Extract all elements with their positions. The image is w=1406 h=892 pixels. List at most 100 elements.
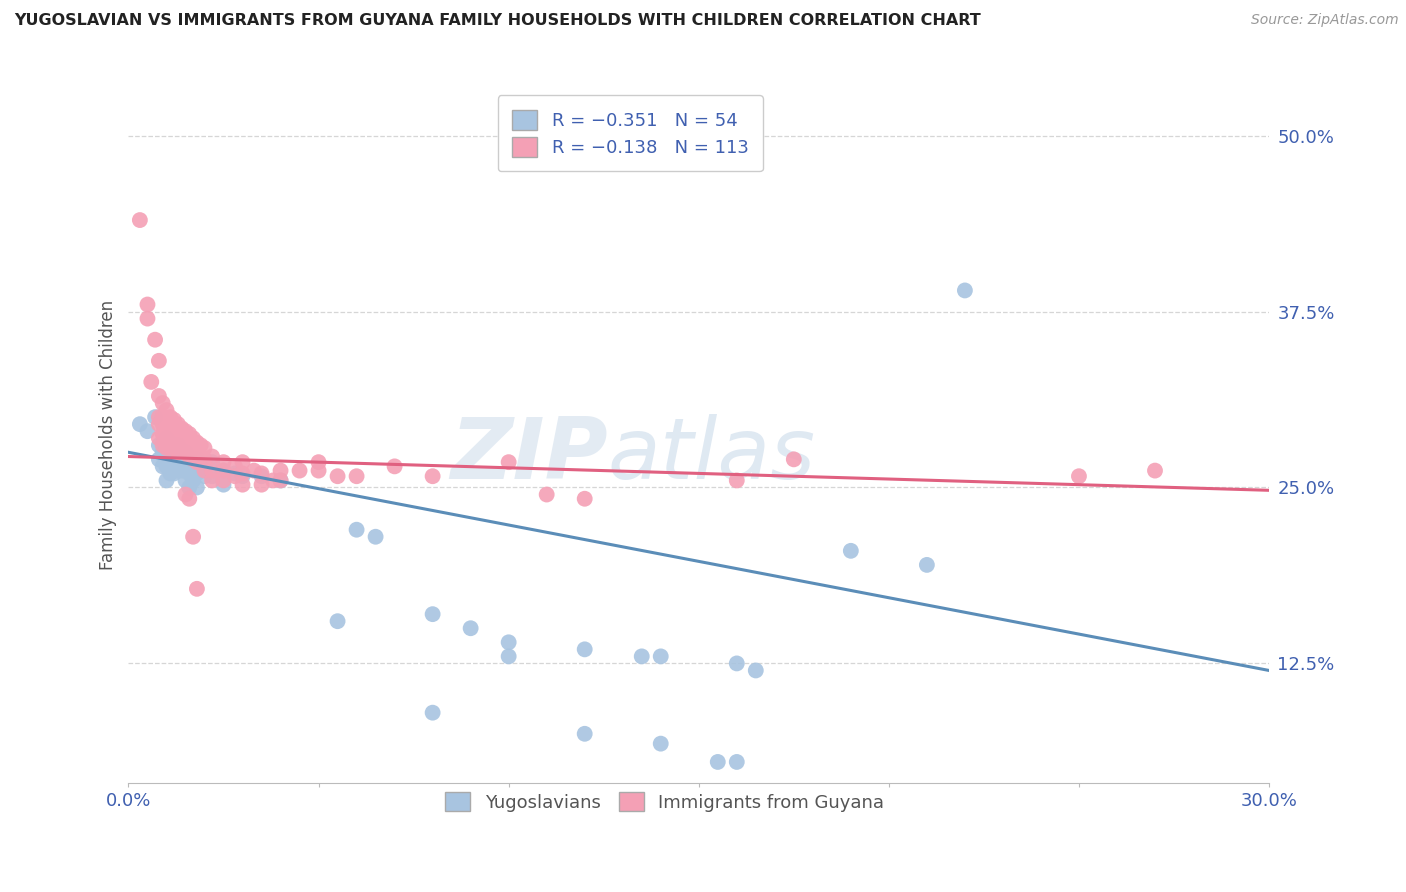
Point (250, 467, 273, 481)
Point (536, 487, 558, 501)
Point (179, 455, 201, 469)
Point (159, 438, 181, 452)
Point (148, 354, 170, 368)
Point (422, 706, 444, 720)
Point (174, 445, 197, 459)
Point (201, 464, 224, 478)
Point (136, 311, 159, 326)
Point (224, 467, 246, 481)
Point (167, 435, 190, 450)
Point (155, 431, 177, 445)
Point (231, 455, 253, 469)
Point (326, 614, 349, 628)
Point (174, 445, 197, 459)
Point (152, 417, 174, 432)
Point (148, 431, 170, 445)
Point (170, 421, 193, 435)
Point (148, 452, 170, 467)
Point (498, 649, 520, 664)
Point (650, 737, 672, 751)
Point (270, 464, 292, 478)
Point (155, 403, 177, 417)
Point (181, 474, 204, 488)
Point (170, 464, 193, 478)
Point (1143, 464, 1166, 478)
Point (170, 441, 193, 455)
Point (155, 445, 177, 459)
Point (212, 474, 235, 488)
Point (163, 445, 186, 459)
Point (167, 417, 190, 432)
Point (179, 450, 201, 464)
Point (186, 445, 208, 459)
Point (224, 459, 246, 474)
Point (163, 455, 186, 469)
Point (212, 464, 235, 478)
Point (179, 491, 201, 506)
Point (141, 375, 163, 389)
Point (186, 452, 208, 467)
Point (179, 467, 201, 481)
Point (152, 410, 174, 425)
Point (155, 459, 177, 474)
Point (364, 530, 387, 544)
Point (212, 477, 235, 491)
Point (231, 477, 253, 491)
Point (190, 438, 212, 452)
Point (179, 438, 201, 452)
Point (231, 467, 253, 481)
Point (155, 441, 177, 455)
Point (725, 474, 748, 488)
Point (174, 435, 197, 450)
Point (326, 469, 349, 483)
Point (725, 657, 748, 671)
Point (167, 445, 190, 459)
Point (707, 755, 730, 769)
Point (270, 474, 292, 488)
Point (574, 642, 596, 657)
Point (181, 530, 204, 544)
Point (346, 523, 368, 537)
Point (179, 427, 201, 442)
Point (186, 455, 208, 469)
Point (630, 649, 652, 664)
Point (152, 396, 174, 410)
Point (384, 459, 406, 474)
Text: ZIP: ZIP (450, 414, 607, 497)
Point (725, 755, 748, 769)
Point (288, 464, 311, 478)
Point (308, 464, 330, 478)
Point (186, 467, 208, 481)
Point (181, 441, 204, 455)
Point (839, 544, 862, 558)
Point (707, 114, 730, 128)
Point (148, 438, 170, 452)
Point (152, 445, 174, 459)
Point (152, 427, 174, 442)
Point (783, 452, 806, 467)
Point (155, 474, 177, 488)
Point (201, 450, 224, 464)
Text: YUGOSLAVIAN VS IMMIGRANTS FROM GUYANA FAMILY HOUSEHOLDS WITH CHILDREN CORRELATIO: YUGOSLAVIAN VS IMMIGRANTS FROM GUYANA FA… (14, 13, 981, 29)
Point (148, 410, 170, 425)
Point (148, 417, 170, 432)
Point (745, 664, 768, 678)
Point (953, 284, 976, 298)
Point (243, 464, 266, 478)
Point (155, 431, 177, 445)
Point (193, 464, 215, 478)
Point (128, 417, 150, 432)
Point (186, 435, 208, 450)
Point (270, 474, 292, 488)
Point (152, 459, 174, 474)
Text: Source: ZipAtlas.com: Source: ZipAtlas.com (1251, 13, 1399, 28)
Point (346, 469, 368, 483)
Point (181, 459, 204, 474)
Point (186, 481, 208, 495)
Y-axis label: Family Households with Children: Family Households with Children (100, 300, 117, 570)
Point (193, 469, 215, 483)
Point (460, 621, 482, 635)
Point (650, 649, 672, 664)
Point (201, 474, 224, 488)
Point (224, 469, 246, 483)
